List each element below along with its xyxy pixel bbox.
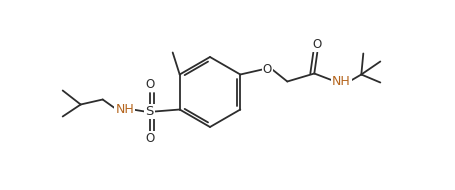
Text: NH: NH	[115, 103, 134, 116]
Text: S: S	[145, 105, 153, 118]
Text: O: O	[262, 63, 271, 76]
Text: O: O	[145, 132, 154, 145]
Text: O: O	[312, 38, 321, 51]
Text: NH: NH	[331, 75, 350, 88]
Text: O: O	[145, 78, 154, 91]
